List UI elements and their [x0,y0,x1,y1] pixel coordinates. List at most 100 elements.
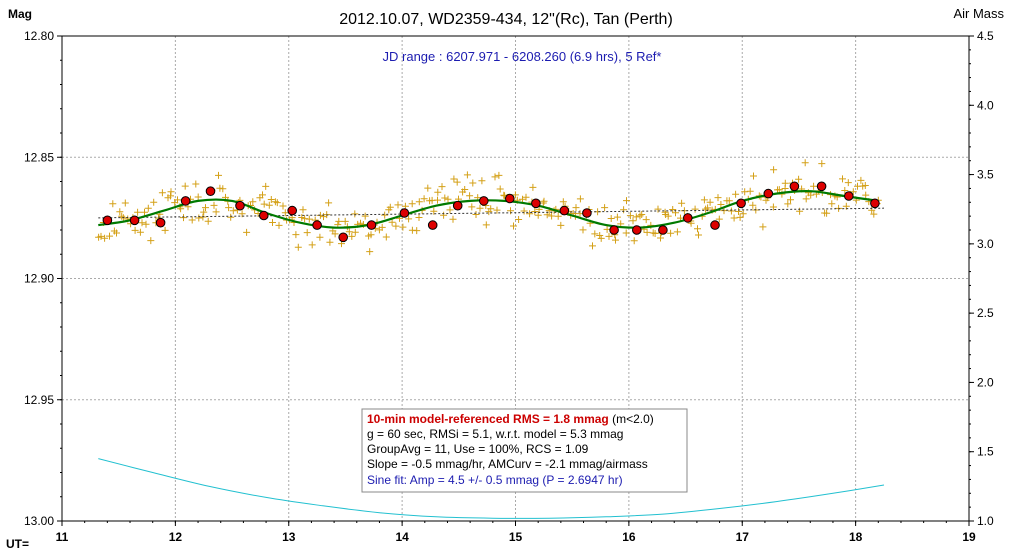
y-right-tick-label: 2.5 [977,306,994,320]
raw-data-point [438,183,446,191]
binned-data-point [102,215,113,226]
x-tick-label: 16 [622,530,636,544]
tick-marks: 11 12 13 14 15 16 17 18 19 12.80 12.85 12.90 12.95 13… [24,29,994,544]
raw-data-point [382,233,390,241]
raw-data-point [113,229,120,237]
raw-data-point [623,197,630,205]
raw-data-point [434,196,441,204]
stats-line-sine: Sine fit: Amp = 4.5 +/- 0.5 mmag (P = 2.… [367,473,623,487]
raw-data-point [331,230,339,238]
chart-title: 2012.10.07, WD2359-434, 12"(Rc), Tan (Pe… [339,11,673,28]
raw-data-point [413,227,421,235]
raw-data-point [589,242,596,250]
raw-data-point [750,172,757,180]
raw-data-point [202,204,209,212]
raw-data-point [529,183,537,191]
raw-data-point [262,182,270,190]
binned-data-point [366,220,377,230]
raw-data-point [823,209,831,217]
binned-data-point [399,208,410,218]
binned-data-point [816,181,827,192]
raw-data-point [735,208,742,215]
raw-data-point [325,199,333,207]
y-left-tick-label: 12.90 [24,272,54,286]
raw-data-point [596,232,604,239]
raw-data-point [540,197,548,205]
x-tick-label: 13 [282,530,296,544]
raw-data-point [430,207,438,215]
y-right-tick-label: 2.0 [977,375,994,389]
binned-data-point [452,200,463,211]
binned-data-point [683,213,693,223]
binned-data-point [789,181,800,192]
raw-data-point [632,213,640,221]
raw-data-point [746,187,754,195]
x-tick-label: 12 [169,530,183,544]
raw-data-point [691,205,699,213]
raw-data-point [415,214,423,221]
raw-data-point [158,189,166,197]
binned-data-point [259,210,269,221]
binned-data-point [235,200,245,211]
stats-box-frame [361,408,688,493]
raw-data-point [469,179,477,187]
binned-data-point [632,225,642,235]
raw-data-point [694,225,701,233]
raw-data-point [281,209,289,217]
raw-data-point [862,191,870,199]
y-left-tick-label: 12.80 [24,29,54,43]
raw-data-point [440,211,448,219]
raw-data-point [870,210,878,218]
raw-data-point [739,210,747,218]
raw-data-point [576,195,584,203]
raw-data-point [210,201,218,209]
raw-data-point [807,191,815,199]
raw-data-point [138,219,146,227]
raw-data-point [408,200,416,208]
raw-data-point [192,180,200,188]
x-tick-label: 14 [395,530,409,544]
raw-data-point [828,200,836,208]
raw-data-point [461,186,469,193]
raw-data-point [273,199,281,207]
raw-data-point [629,217,637,225]
raw-data-point [351,210,359,218]
raw-data-point [335,217,343,225]
raw-data-point [802,195,810,203]
raw-data-point [781,179,789,187]
raw-data-point [511,191,519,199]
raw-data-point [730,214,738,222]
raw-data-point [136,228,144,236]
raw-data-point [399,223,407,231]
y-right-tick-label: 4.5 [977,29,994,43]
binned-data-point [180,196,191,206]
raw-data-point [181,182,189,190]
raw-data-point [97,232,105,240]
raw-data-point [795,175,803,183]
raw-data-point [622,229,630,237]
raw-data-point [316,233,324,241]
raw-data-point [106,232,113,240]
raw-data-point [715,215,723,223]
raw-data-point [150,198,158,206]
raw-data-point [769,203,777,211]
raw-data-point [225,204,233,212]
raw-data-point [466,192,474,200]
raw-data-point [844,179,852,187]
raw-data-point [381,211,389,219]
raw-data-point [308,241,316,249]
raw-data-point [441,194,449,202]
raw-data-point [613,213,621,221]
binned-data-point [531,198,541,209]
raw-data-point [725,197,733,205]
raw-data-point [630,237,638,245]
raw-data-point [651,230,659,237]
raw-data-point [446,206,454,214]
raw-data-point [572,204,580,212]
raw-data-point [534,211,542,219]
raw-data-point [612,236,619,244]
raw-data-point [134,208,142,216]
raw-data-point [294,243,302,251]
raw-data-point [260,200,268,208]
